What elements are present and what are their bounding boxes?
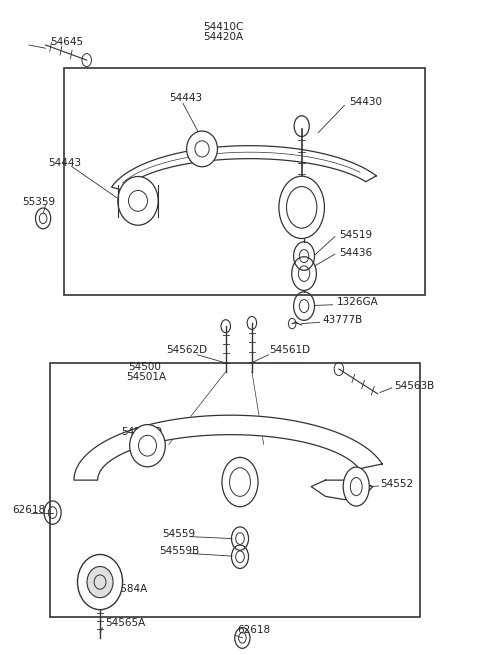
- Ellipse shape: [130, 424, 165, 467]
- Text: 1326GA: 1326GA: [337, 297, 379, 307]
- Text: 54500: 54500: [129, 362, 161, 372]
- Text: 54562D: 54562D: [167, 345, 207, 356]
- Polygon shape: [112, 145, 376, 191]
- Text: 54584A: 54584A: [107, 584, 147, 594]
- Text: 43777B: 43777B: [323, 315, 363, 325]
- Text: 54565A: 54565A: [105, 618, 145, 628]
- Ellipse shape: [187, 131, 217, 167]
- Ellipse shape: [343, 467, 369, 506]
- Text: 54559: 54559: [162, 529, 195, 538]
- Text: 54551D: 54551D: [121, 426, 163, 437]
- Text: 54420A: 54420A: [204, 33, 243, 43]
- Text: 54430: 54430: [349, 98, 382, 107]
- Text: 54519: 54519: [340, 230, 373, 240]
- Ellipse shape: [77, 555, 122, 610]
- Text: 54559B: 54559B: [159, 546, 200, 555]
- Ellipse shape: [87, 567, 113, 597]
- Text: 54443: 54443: [48, 159, 81, 168]
- Text: 55359: 55359: [22, 197, 55, 208]
- Bar: [50, 364, 420, 616]
- Text: 54436: 54436: [340, 248, 373, 258]
- Text: 54552: 54552: [381, 479, 414, 489]
- Text: 62618: 62618: [12, 504, 46, 515]
- Text: 54443: 54443: [169, 94, 202, 103]
- Ellipse shape: [118, 176, 158, 225]
- Bar: [64, 67, 425, 295]
- Text: 62618: 62618: [238, 625, 271, 635]
- Text: 54561D: 54561D: [269, 345, 311, 356]
- Text: 54563B: 54563B: [394, 381, 434, 390]
- Text: 54410C: 54410C: [203, 22, 243, 32]
- Polygon shape: [311, 480, 373, 500]
- Text: 54645: 54645: [50, 37, 84, 47]
- Text: 54501A: 54501A: [126, 372, 166, 382]
- Circle shape: [279, 176, 324, 238]
- Polygon shape: [74, 415, 382, 480]
- Circle shape: [222, 457, 258, 507]
